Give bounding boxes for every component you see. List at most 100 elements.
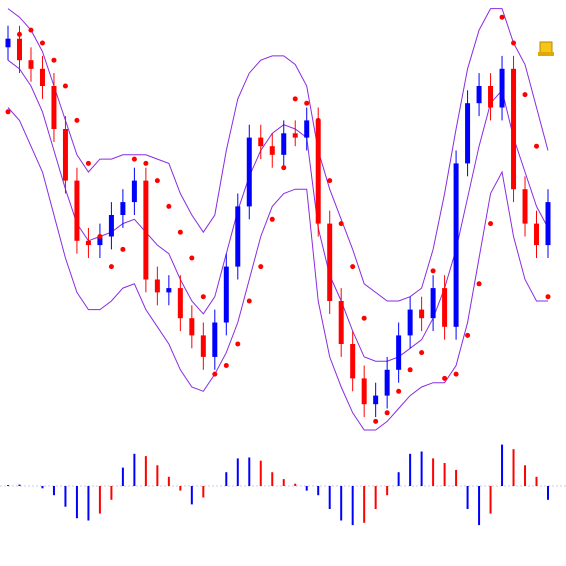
candle-body [258, 137, 264, 147]
sar-dot [200, 294, 206, 300]
candle-body [476, 86, 482, 104]
sar-dot [338, 221, 344, 227]
sar-dot [419, 350, 425, 356]
sar-dot [85, 160, 91, 166]
sar-dot [407, 367, 413, 373]
sar-dot [131, 156, 137, 162]
sar-dot [534, 143, 540, 149]
sar-dot [5, 109, 11, 115]
candle-body [453, 163, 459, 327]
sar-dot [177, 229, 183, 235]
candle-body [407, 309, 413, 336]
sar-dot [223, 363, 229, 368]
sar-dot [235, 341, 241, 347]
candle-body [5, 38, 11, 48]
sar-dot [384, 410, 390, 416]
candle-body [28, 60, 34, 69]
sar-dot [373, 418, 379, 424]
candle-body [338, 301, 344, 344]
sar-dot [108, 264, 114, 270]
candle-body [373, 395, 379, 405]
sar-dot [545, 294, 551, 300]
candle-body [223, 266, 229, 323]
candle-body [281, 133, 287, 155]
candle-body [534, 223, 540, 246]
sar-dot [189, 255, 195, 261]
sar-dot [327, 178, 333, 184]
sar-dot [315, 117, 321, 123]
candle-body [62, 129, 68, 181]
candle-body [327, 223, 333, 301]
sar-dot [62, 83, 68, 89]
candle-body [315, 120, 321, 224]
sar-dot [143, 160, 149, 166]
candle-body [511, 68, 517, 190]
candle-body [131, 180, 137, 203]
candle-body [166, 288, 172, 293]
candle-body [419, 309, 425, 319]
sar-dot [246, 298, 252, 304]
sar-dot [430, 268, 436, 274]
candle-body [384, 369, 390, 396]
sar-dot [465, 332, 471, 338]
candle-body [212, 322, 218, 357]
band-lower [7, 107, 548, 431]
candle-body [189, 318, 195, 336]
candle-body [143, 180, 149, 280]
candle-body [97, 236, 103, 246]
sar-dot [51, 57, 57, 63]
sar-dot [396, 388, 402, 394]
candle-body [269, 146, 275, 155]
sar-dot [39, 40, 45, 46]
candle-body [235, 206, 241, 267]
sar-dot [522, 92, 528, 98]
sar-dot [269, 216, 275, 222]
candle-body [396, 335, 402, 370]
icon [538, 41, 554, 56]
sar-dot [166, 203, 172, 209]
sar-dot [476, 281, 482, 287]
candle-body [16, 38, 22, 61]
candle-body [465, 103, 471, 164]
candle-body [545, 202, 551, 246]
candle-body [499, 68, 505, 108]
band-upper [7, 8, 549, 302]
candle-body [442, 288, 448, 327]
sar-dot [97, 234, 103, 239]
sar-dot [292, 96, 298, 102]
candle-body [292, 133, 298, 138]
sar-dot [281, 165, 287, 171]
sar-dot [304, 100, 310, 106]
candle-body [154, 279, 160, 293]
sar-dot [258, 264, 264, 270]
candle-body [39, 68, 45, 86]
candle-body [488, 86, 494, 108]
candle-body [177, 288, 183, 319]
candle-body [246, 137, 252, 207]
sar-dot [350, 264, 356, 270]
candle-body [120, 202, 126, 215]
sar-dot [28, 27, 34, 33]
candle-body [108, 215, 114, 237]
sar-dot [511, 40, 517, 46]
sar-dot [212, 371, 218, 377]
sar-dot [74, 117, 80, 123]
sar-dot [361, 315, 367, 321]
candle-body [74, 180, 80, 241]
sar-dot [499, 14, 505, 20]
candle-body [522, 189, 528, 224]
candle-body [350, 344, 356, 379]
sar-dot [16, 31, 22, 37]
sar-dot [154, 178, 160, 184]
icon-base [538, 52, 554, 56]
candle-body [85, 240, 91, 246]
sar-dot [120, 246, 126, 252]
sar-dot [453, 371, 459, 377]
candle-body [361, 378, 367, 405]
candle-body [51, 86, 57, 129]
sar-dot [488, 221, 494, 227]
candle-body [430, 288, 436, 319]
